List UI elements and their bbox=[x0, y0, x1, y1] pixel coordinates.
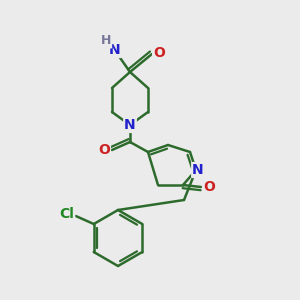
Text: H: H bbox=[101, 34, 111, 47]
Text: N: N bbox=[124, 118, 136, 132]
Text: N: N bbox=[192, 163, 204, 177]
Text: Cl: Cl bbox=[59, 207, 74, 221]
Text: O: O bbox=[203, 180, 215, 194]
Text: N: N bbox=[109, 43, 121, 57]
Text: O: O bbox=[153, 46, 165, 60]
Text: O: O bbox=[98, 143, 110, 157]
